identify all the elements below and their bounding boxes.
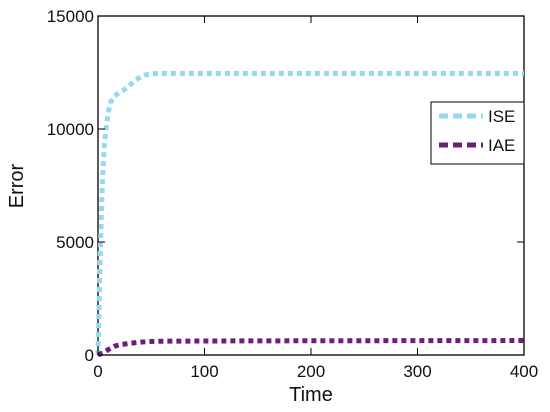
legend-label-iae: IAE (488, 136, 515, 155)
legend-box (430, 101, 525, 165)
x-axis-label: Time (289, 384, 333, 406)
y-tick-label: 10000 (47, 120, 94, 139)
plot-frame (97, 15, 525, 356)
series-line-ise (95, 70, 524, 356)
y-tick-label: 0 (85, 346, 94, 365)
series-layer (95, 70, 525, 358)
tick-layer: 0 100 200 300 400 0 5000 10000 15000 (47, 7, 538, 381)
y-tick-label: 15000 (47, 7, 94, 26)
y-tick-label: 5000 (56, 233, 94, 252)
x-tick-label: 200 (297, 362, 325, 381)
x-tick-label: 100 (190, 362, 218, 381)
x-tick-label: 300 (403, 362, 431, 381)
x-tick-label: 0 (93, 362, 102, 381)
legend: ISE IAE (430, 101, 525, 165)
y-axis-label: Error (6, 163, 28, 208)
legend-label-ise: ISE (488, 107, 515, 126)
x-tick-label: 400 (510, 362, 538, 381)
series-line-iae (97, 338, 525, 358)
